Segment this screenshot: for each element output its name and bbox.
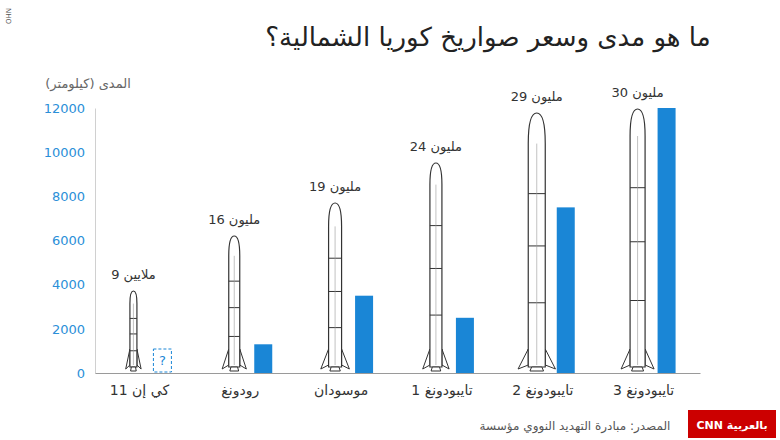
price-label: 30 مليون <box>612 85 664 101</box>
price-label: 29 مليون <box>511 89 563 105</box>
x-tick: موسودان <box>314 373 368 399</box>
rocket-center-line <box>133 304 134 365</box>
rocket-body <box>528 113 545 367</box>
y-tick: 0 <box>77 366 95 381</box>
bar <box>557 207 575 373</box>
price-label: 9 ملايين <box>111 267 156 283</box>
bar <box>658 108 676 373</box>
x-tick: كي إن 11 <box>110 373 170 399</box>
y-tick-label: 6000 <box>52 233 85 248</box>
bars <box>153 108 675 373</box>
y-axis: 0 2000 4000 6000 8000 10000 12000 <box>44 101 96 381</box>
y-tick-label: 8000 <box>52 189 85 204</box>
y-tick-label: 2000 <box>52 321 85 336</box>
bar <box>456 318 474 373</box>
x-tick: تايبودونغ 3 <box>613 373 674 399</box>
rocket <box>321 203 350 371</box>
title: ما هو مدى وسعر صواريخ كوريا الشمالية؟ <box>265 22 710 53</box>
rocket <box>518 113 555 371</box>
rocket-body <box>430 163 442 367</box>
x-tick: تايبودونغ 1 <box>411 373 472 399</box>
x-tick-label: تايبودونغ 1 <box>411 382 472 399</box>
rocket-nozzle <box>632 367 644 371</box>
rocket-body <box>229 236 240 367</box>
rocket-center-line <box>435 185 436 365</box>
missing-label: ? <box>159 353 166 368</box>
rockets <box>126 109 654 371</box>
rocket <box>126 291 141 371</box>
y-tick: 10000 <box>44 145 95 160</box>
bar <box>355 296 373 373</box>
y-tick-label: 12000 <box>44 101 85 116</box>
bar <box>254 344 272 373</box>
rocket-body <box>630 109 645 367</box>
rocket-center-line <box>637 136 638 365</box>
x-tick-label: تايبودونغ 2 <box>512 382 573 399</box>
x-tick-label: رودونغ <box>221 382 259 399</box>
missing-bar <box>153 349 171 372</box>
rocket-nozzle <box>131 367 137 371</box>
rocket <box>423 163 449 371</box>
rocket-nozzle <box>230 367 239 371</box>
rocket <box>621 109 654 371</box>
y-axis-line <box>95 109 96 374</box>
source: المصدر: مبادرة التهديد النووي مؤسسة <box>480 419 671 434</box>
x-tick-label: تايبودونغ 3 <box>613 382 674 399</box>
x-axis-line <box>96 373 701 374</box>
rocket-nozzle <box>431 367 441 371</box>
rocket-center-line <box>335 226 336 365</box>
rocket-nozzle <box>330 367 340 371</box>
rocket-body <box>130 291 137 367</box>
price-label: 24 مليون <box>410 139 462 155</box>
y-tick-label: 10000 <box>44 145 85 160</box>
y-tick-label: 4000 <box>52 277 85 292</box>
logo: CNN بالعربية <box>696 419 767 432</box>
y-tick: 12000 <box>44 101 95 116</box>
x-axis: كي إن 11 رودونغ موسودان تايبودونغ 1 تايبودون… <box>96 373 701 399</box>
y-tick-label: 0 <box>77 366 85 381</box>
rocket-center-line <box>234 256 235 365</box>
x-tick: تايبودونغ 2 <box>512 373 573 399</box>
y-tick: 2000 <box>52 321 95 336</box>
rocket <box>222 236 246 371</box>
rocket-body <box>329 203 342 367</box>
y-axis-title: المدى (كيلومتر) <box>45 76 131 92</box>
rocket-center-line <box>536 144 537 365</box>
logo-box <box>688 410 776 438</box>
y-tick: 6000 <box>52 233 95 248</box>
missing-labels: ? <box>159 353 166 368</box>
x-tick-label: كي إن 11 <box>110 382 170 399</box>
x-tick: رودونغ <box>221 373 259 399</box>
rocket-nozzle <box>530 367 544 371</box>
price-label: 16 مليون <box>208 212 260 228</box>
watermark: NHO <box>4 8 12 25</box>
price-label: 19 مليون <box>309 179 361 195</box>
y-tick: 8000 <box>52 189 95 204</box>
price-labels: 9 ملايين 16 مليون 19 مليون 24 مليون 29 مليون… <box>111 85 664 283</box>
chart: NHO ما هو مدى وسعر صواريخ كوريا الشمالية؟… <box>0 0 780 440</box>
y-tick: 4000 <box>52 277 95 292</box>
x-tick-label: موسودان <box>314 382 368 399</box>
